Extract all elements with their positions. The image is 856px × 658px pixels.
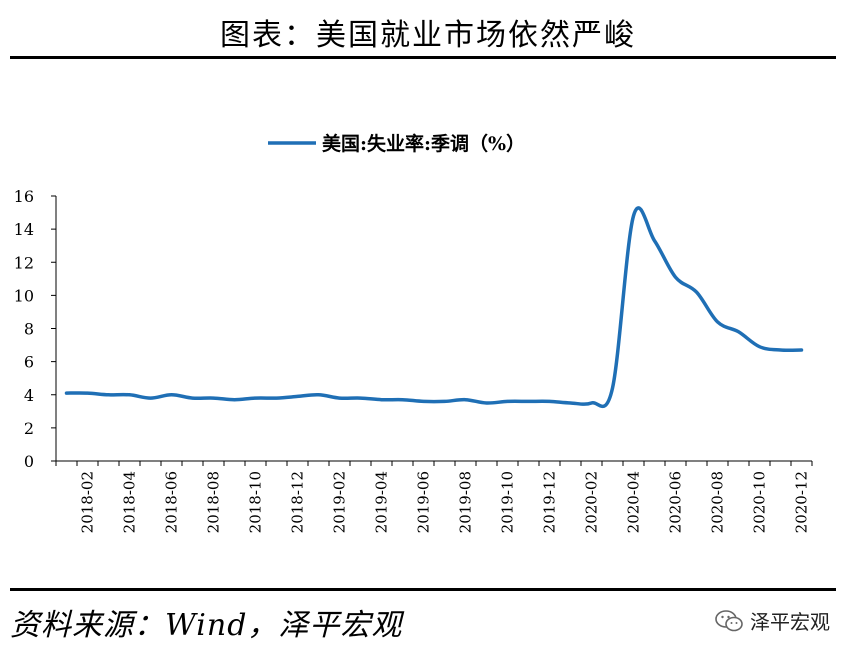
x-tick-label: 2018-10 — [247, 471, 265, 533]
series-layer — [64, 206, 804, 409]
watermark: 泽平宏观 — [714, 606, 830, 635]
watermark-text: 泽平宏观 — [750, 610, 830, 634]
y-tick-label: 16 — [14, 187, 34, 206]
y-tick-label: 4 — [24, 386, 34, 405]
legend: 美国:失业率:季调（%） — [268, 132, 525, 155]
x-tick-label: 2018-04 — [121, 471, 139, 533]
x-tick-label: 2020-10 — [751, 471, 769, 533]
y-tick-label: 10 — [14, 286, 34, 305]
x-tick-label: 2020-06 — [667, 471, 685, 533]
x-tick-label: 2020-08 — [709, 471, 727, 533]
x-axis: 2018-02 2018-04 2018-06 2018-08 2018-10 2018-… — [55, 460, 813, 533]
y-tick-label: 12 — [14, 253, 34, 272]
wechat-icon — [715, 609, 743, 631]
y-tick-label: 14 — [14, 220, 34, 239]
series-line — [64, 206, 804, 409]
bottom-divider — [10, 588, 836, 591]
x-tick-label: 2018-02 — [79, 471, 97, 533]
x-tick-label: 2018-06 — [163, 471, 181, 533]
x-tick-label: 2018-08 — [205, 471, 223, 533]
x-tick-label: 2018-12 — [289, 471, 307, 533]
x-tick-label: 2019-04 — [373, 471, 391, 533]
top-divider — [10, 56, 836, 59]
x-tick-label: 2020-02 — [583, 471, 601, 533]
x-tick-label: 2019-02 — [331, 471, 349, 533]
y-tick-label: 6 — [24, 353, 34, 372]
x-tick-label: 2019-06 — [415, 471, 433, 533]
y-axis: 0 2 4 6 8 10 12 14 16 — [14, 187, 57, 471]
y-tick-label: 8 — [24, 320, 34, 339]
legend-label: 美国:失业率:季调（%） — [322, 132, 525, 155]
x-tick-label: 2020-04 — [625, 471, 643, 533]
x-tick-label: 2019-10 — [499, 471, 517, 533]
x-tick-label: 2019-08 — [457, 471, 475, 533]
y-tick-label: 2 — [24, 419, 34, 438]
page-title: 图表：美国就业市场依然严峻 — [220, 18, 636, 53]
x-tick-label: 2019-12 — [541, 471, 559, 533]
x-tick-label: 2020-12 — [793, 471, 811, 533]
y-tick-label: 0 — [24, 452, 34, 471]
source-note: 资料来源：Wind，泽平宏观 — [10, 608, 403, 643]
